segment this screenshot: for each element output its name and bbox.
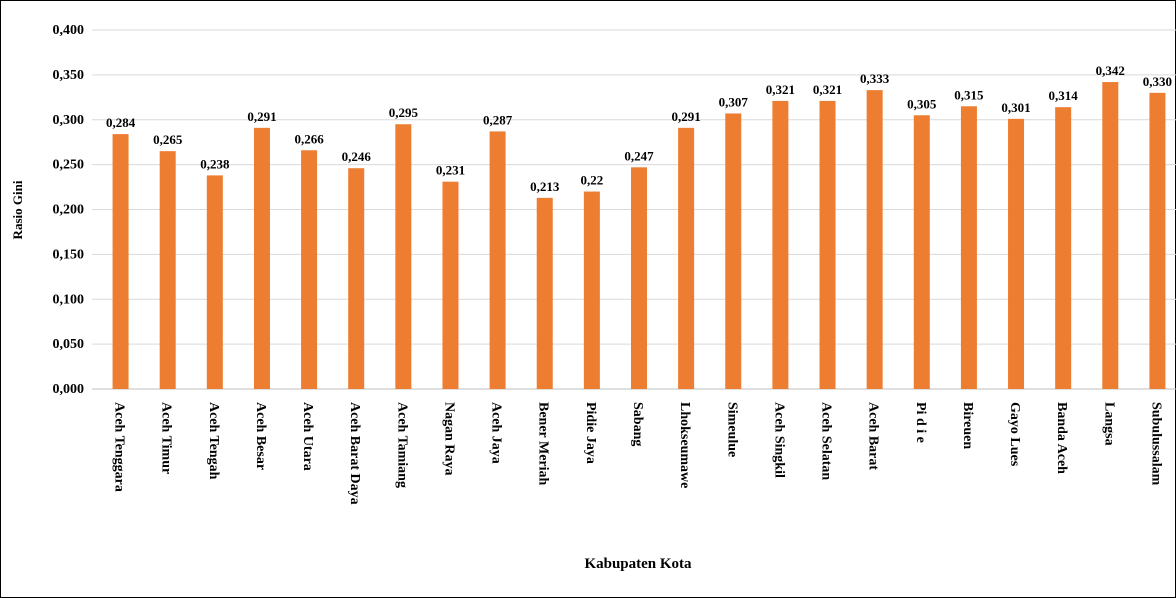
- value-label: 0,266: [294, 131, 324, 146]
- bar: [395, 124, 412, 390]
- bar: [819, 100, 836, 389]
- x-tick-label: Simeulue: [724, 402, 739, 457]
- bar: [1055, 107, 1072, 389]
- bar: [1102, 82, 1119, 390]
- bar: [772, 100, 789, 389]
- x-tick-label: Sabang: [630, 402, 645, 446]
- x-tick-label: Aceh Besar: [253, 402, 268, 470]
- value-label: 0,321: [813, 82, 842, 97]
- value-label: 0,287: [483, 112, 513, 127]
- value-label: 0,284: [106, 115, 136, 130]
- value-label: 0,315: [954, 87, 984, 102]
- x-tick-label: Nagan Raya: [441, 402, 456, 476]
- x-tick-label: Aceh Barat: [866, 402, 881, 470]
- value-label: 0,333: [860, 71, 890, 86]
- bar: [442, 181, 459, 389]
- value-label: 0,295: [389, 105, 419, 120]
- bar: [725, 113, 742, 389]
- y-tick-label: 0,200: [53, 203, 85, 218]
- value-label: 0,305: [907, 96, 937, 111]
- x-tick-label: Gayo Lues: [1007, 402, 1022, 467]
- x-tick-label: Aceh Barat Daya: [347, 402, 362, 505]
- x-tick-label: Aceh Timur: [159, 402, 174, 474]
- bar: [348, 168, 365, 389]
- x-tick-label: Aceh Tengah: [206, 402, 221, 480]
- value-label: 0,213: [530, 179, 560, 194]
- x-tick-label: Aceh Tamiang: [394, 402, 409, 488]
- y-axis-title: Rasio Gini: [10, 180, 25, 239]
- x-tick-label: Pi d i e: [913, 402, 928, 443]
- bar: [1008, 118, 1025, 389]
- bar: [960, 106, 977, 389]
- bar: [913, 115, 930, 389]
- bar: [631, 167, 647, 389]
- value-label: 0,314: [1049, 88, 1079, 103]
- value-label: 0,321: [766, 82, 795, 97]
- x-tick-label: Aceh Utara: [300, 402, 315, 471]
- x-tick-label: Banda Aceh: [1054, 402, 1069, 474]
- x-tick-label: Aceh Selatan: [819, 402, 834, 480]
- x-axis-title: Kabupaten Kota: [584, 556, 692, 572]
- bar: [112, 134, 129, 389]
- x-tick-label: Aceh Tenggara: [112, 402, 127, 492]
- y-tick-label: 0,250: [53, 158, 85, 173]
- x-tick-label: Lhokseumawe: [677, 402, 692, 488]
- bar: [159, 151, 176, 389]
- bar: [253, 127, 270, 389]
- value-label: 0,246: [342, 149, 372, 164]
- x-tick-label: Bener Meriah: [536, 402, 551, 486]
- bar: [206, 175, 223, 389]
- y-tick-label: 0,050: [53, 337, 85, 352]
- bar: [536, 197, 553, 389]
- bar: [1149, 92, 1166, 389]
- y-tick-label: 0,000: [53, 382, 85, 397]
- x-tick-label: Aceh Singkil: [771, 402, 786, 478]
- y-tick-label: 0,400: [53, 23, 85, 38]
- value-label: 0,307: [719, 94, 749, 109]
- bar: [489, 131, 506, 390]
- bar: [301, 150, 318, 389]
- bar: [866, 90, 883, 389]
- bar: [583, 191, 600, 389]
- value-label: 0,247: [624, 148, 654, 163]
- value-label: 0,265: [153, 132, 183, 147]
- value-label: 0,231: [436, 163, 465, 178]
- value-label: 0,238: [200, 156, 230, 171]
- bar: [678, 127, 695, 389]
- x-tick-label: Pidie Jaya: [583, 402, 598, 464]
- y-tick-label: 0,150: [53, 247, 85, 262]
- value-label: 0,291: [672, 109, 701, 124]
- y-tick-label: 0,100: [53, 292, 85, 307]
- value-label: 0,301: [1001, 100, 1030, 115]
- x-tick-label: Bireuen: [960, 402, 975, 449]
- value-label: 0,291: [247, 109, 276, 124]
- x-tick-label: Subulussalam: [1148, 402, 1163, 486]
- value-label: 0,22: [580, 173, 603, 188]
- y-tick-label: 0,300: [53, 113, 85, 128]
- value-label: 0,342: [1096, 63, 1125, 78]
- y-tick-label: 0,350: [53, 68, 85, 83]
- x-tick-label: Langsa: [1101, 402, 1116, 446]
- x-tick-label: Aceh Jaya: [489, 402, 504, 464]
- value-label: 0,330: [1143, 74, 1172, 89]
